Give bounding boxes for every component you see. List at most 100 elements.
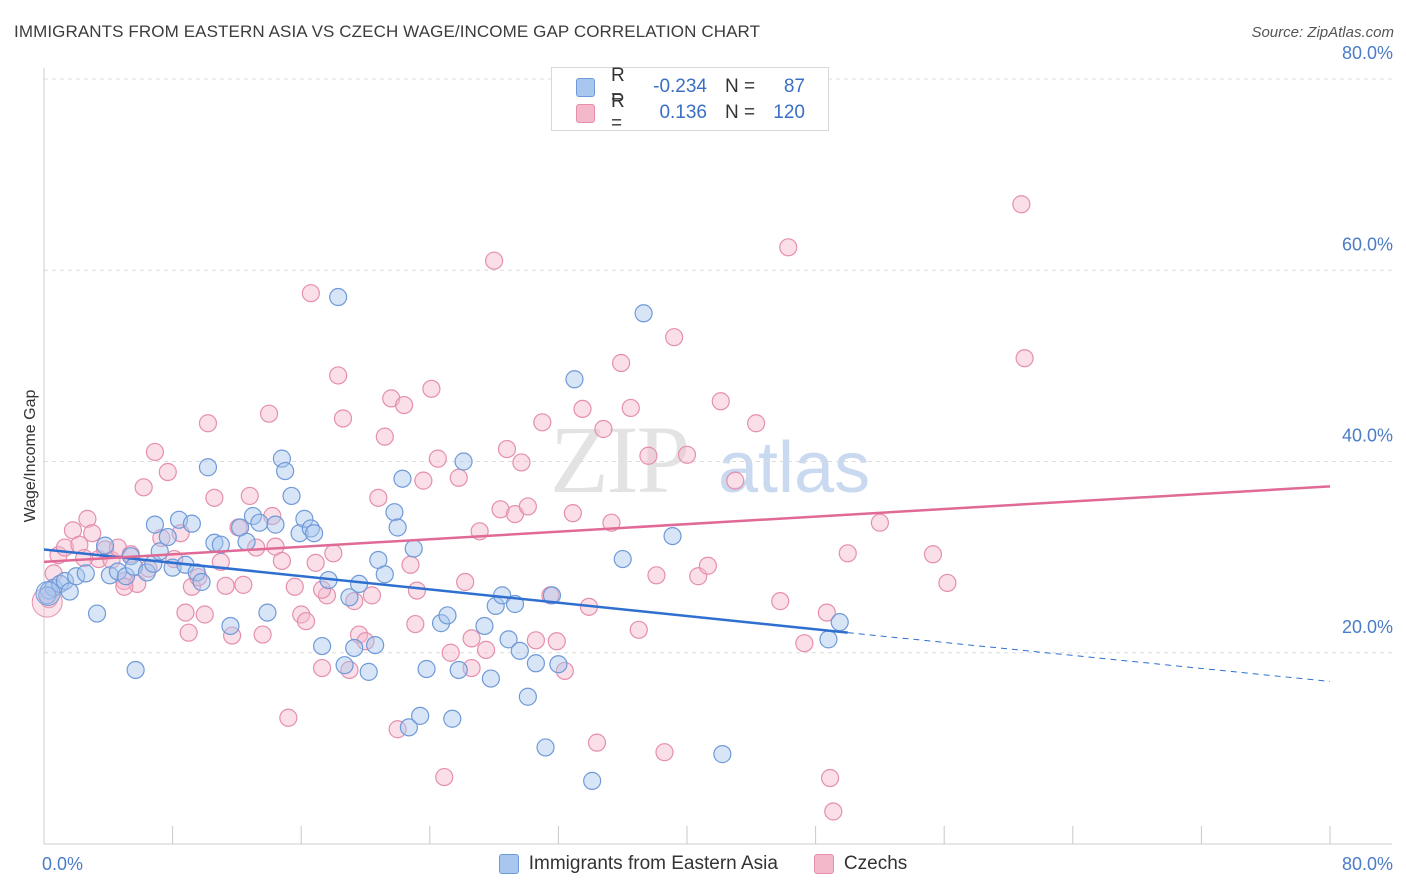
eastern-asia-point	[276, 461, 295, 481]
eastern-asia-point	[211, 535, 230, 554]
eastern-asia-point	[375, 565, 394, 584]
eastern-asia-point	[399, 718, 419, 737]
czechs-point	[923, 545, 943, 564]
czechs-point	[195, 605, 214, 624]
czechs-point	[145, 442, 165, 462]
czechs-point	[272, 551, 292, 571]
czechs-point	[176, 603, 195, 622]
czechs-point	[182, 577, 201, 596]
czechs-point	[369, 488, 388, 507]
eastern-asia-point	[359, 662, 378, 681]
series-swatch-blue	[498, 854, 519, 874]
czechs-point	[817, 603, 836, 622]
eastern-asia-point	[385, 503, 404, 522]
eastern-asia-point	[335, 656, 354, 675]
czechs-point	[563, 504, 582, 523]
czechs-point	[375, 427, 394, 446]
eastern-asia-trend-line	[43, 548, 848, 634]
czechs-point	[216, 576, 235, 595]
czechs-point	[401, 555, 420, 574]
eastern-asia-point	[565, 370, 584, 389]
trend-lines	[43, 485, 1331, 682]
eastern-asia-point	[634, 304, 653, 323]
czechs-point	[279, 708, 298, 727]
czechs-points	[31, 195, 1034, 821]
source-label: Source: ZipAtlas.com	[1251, 24, 1394, 41]
czechs-point	[771, 592, 790, 611]
eastern-asia-point	[613, 549, 632, 569]
czechs-point	[406, 614, 425, 634]
eastern-asia-point	[443, 709, 462, 728]
czechs-point	[491, 500, 510, 519]
eastern-asia-point	[713, 745, 732, 764]
czechs-point	[629, 620, 648, 639]
czechs-point	[414, 471, 433, 490]
legend-swatch-blue	[576, 77, 595, 97]
series-legend-label: Czechs	[843, 853, 908, 874]
czechs-point	[711, 392, 730, 411]
legend-r-value: 0.136	[659, 102, 707, 123]
czechs-point	[938, 573, 957, 593]
czechs-point	[621, 398, 640, 418]
czechs-point	[611, 353, 631, 373]
legend-r-value: -0.234	[653, 76, 707, 97]
watermark: ZIP atlas	[550, 406, 870, 513]
eastern-asia-point	[481, 669, 500, 688]
czechs-point	[306, 553, 325, 572]
eastern-asia-point	[340, 588, 359, 607]
czechs-point	[870, 513, 890, 532]
czechs-point	[456, 572, 475, 592]
eastern-asia-point	[304, 524, 324, 543]
czechs-point	[349, 625, 369, 644]
grid	[44, 78, 1392, 654]
x-tick-label: 80.0%	[1342, 854, 1393, 874]
czechs-point	[362, 586, 382, 605]
eastern-asia-point	[345, 638, 364, 658]
series-legend-item-eastern-asia: Immigrants from Eastern Asia	[498, 853, 778, 875]
watermark-zip: ZIP	[550, 406, 688, 513]
eastern-asia-point	[182, 514, 201, 533]
y-tick-label: 40.0%	[1342, 426, 1393, 446]
czechs-point	[329, 366, 348, 385]
czechs-point	[78, 509, 97, 528]
stats-legend: R = -0.234 N = 87 R = 0.136 N = 120	[551, 65, 829, 134]
eastern-asia-points	[35, 287, 849, 790]
czechs-point	[285, 577, 304, 596]
czechs-point	[259, 404, 279, 423]
czechs-point	[407, 581, 427, 600]
eastern-asia-point	[126, 660, 145, 680]
czechs-point	[83, 524, 102, 543]
eastern-asia-point	[266, 515, 285, 534]
czechs-point	[462, 629, 481, 648]
czechs-point	[665, 328, 684, 347]
eastern-asia-point	[663, 526, 682, 546]
eastern-asia-point	[536, 738, 555, 757]
eastern-asia-point	[830, 613, 849, 632]
czechs-point	[301, 284, 320, 303]
eastern-asia-point	[583, 771, 602, 790]
czechs-point	[824, 802, 843, 821]
czechs-point	[1015, 349, 1034, 368]
eastern-asia-point	[417, 659, 436, 679]
y-tick-label: 80.0%	[1342, 43, 1393, 63]
legend-swatch-pink	[576, 103, 595, 123]
czechs-point	[312, 580, 332, 599]
czechs-point	[779, 238, 798, 257]
series-legend: Immigrants from Eastern Asia Czechs	[0, 853, 1406, 875]
chart-title: IMMIGRANTS FROM EASTERN ASIA VS CZECH WA…	[14, 22, 761, 41]
eastern-asia-point	[518, 687, 537, 706]
eastern-asia-point	[192, 572, 211, 592]
eastern-asia-point	[393, 469, 412, 488]
eastern-asia-point	[438, 606, 457, 625]
czechs-point	[247, 538, 266, 557]
czechs-point	[312, 658, 332, 678]
czechs-point	[422, 379, 441, 398]
eastern-asia-point	[250, 513, 269, 532]
legend-r-label: R =	[611, 91, 625, 134]
czechs-point	[747, 414, 766, 433]
czechs-point	[1012, 195, 1031, 214]
eastern-asia-point	[411, 706, 430, 725]
eastern-asia-point	[312, 636, 332, 656]
eastern-asia-point	[95, 536, 115, 555]
